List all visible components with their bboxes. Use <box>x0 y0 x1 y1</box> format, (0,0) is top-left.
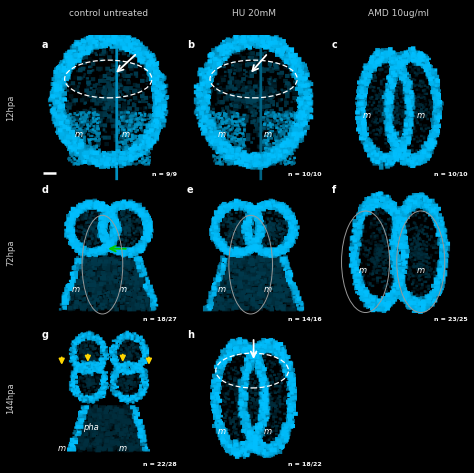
Text: f: f <box>332 185 337 195</box>
Text: n = 23/25: n = 23/25 <box>434 316 467 321</box>
Text: 72hpa: 72hpa <box>6 240 15 266</box>
Text: b: b <box>187 40 194 50</box>
Text: 144hpa: 144hpa <box>6 382 15 414</box>
Text: n = 22/28: n = 22/28 <box>143 461 176 466</box>
Text: a: a <box>41 40 48 50</box>
Text: HU 20mM: HU 20mM <box>232 9 275 18</box>
Text: g: g <box>41 330 48 340</box>
Text: m: m <box>264 427 272 436</box>
Text: d: d <box>41 185 48 195</box>
Text: 12hpa: 12hpa <box>6 95 15 121</box>
Text: m: m <box>118 285 127 294</box>
Text: m: m <box>417 111 425 120</box>
Text: n = 18/22: n = 18/22 <box>288 461 322 466</box>
Text: m: m <box>122 130 130 139</box>
Text: m: m <box>264 285 272 294</box>
Text: n = 18/27: n = 18/27 <box>143 316 176 321</box>
Text: m: m <box>218 427 226 436</box>
Text: m: m <box>218 130 226 139</box>
Text: m: m <box>358 266 367 275</box>
Text: m: m <box>118 444 127 454</box>
Text: h: h <box>187 330 194 340</box>
Text: control untreated: control untreated <box>69 9 148 18</box>
Text: m: m <box>417 266 425 275</box>
Text: pha: pha <box>83 422 99 432</box>
Text: n = 10/10: n = 10/10 <box>434 171 467 176</box>
Text: m: m <box>72 285 80 294</box>
Text: AMD 10ug/ml: AMD 10ug/ml <box>368 9 429 18</box>
Text: m: m <box>218 285 226 294</box>
Text: e: e <box>187 185 193 195</box>
Text: n = 10/10: n = 10/10 <box>288 171 322 176</box>
Text: n = 9/9: n = 9/9 <box>152 171 176 176</box>
Text: m: m <box>264 130 272 139</box>
Text: m: m <box>363 111 371 120</box>
Text: m: m <box>75 130 83 139</box>
Text: m: m <box>58 444 66 454</box>
Text: c: c <box>332 40 338 50</box>
Text: n = 14/16: n = 14/16 <box>288 316 322 321</box>
